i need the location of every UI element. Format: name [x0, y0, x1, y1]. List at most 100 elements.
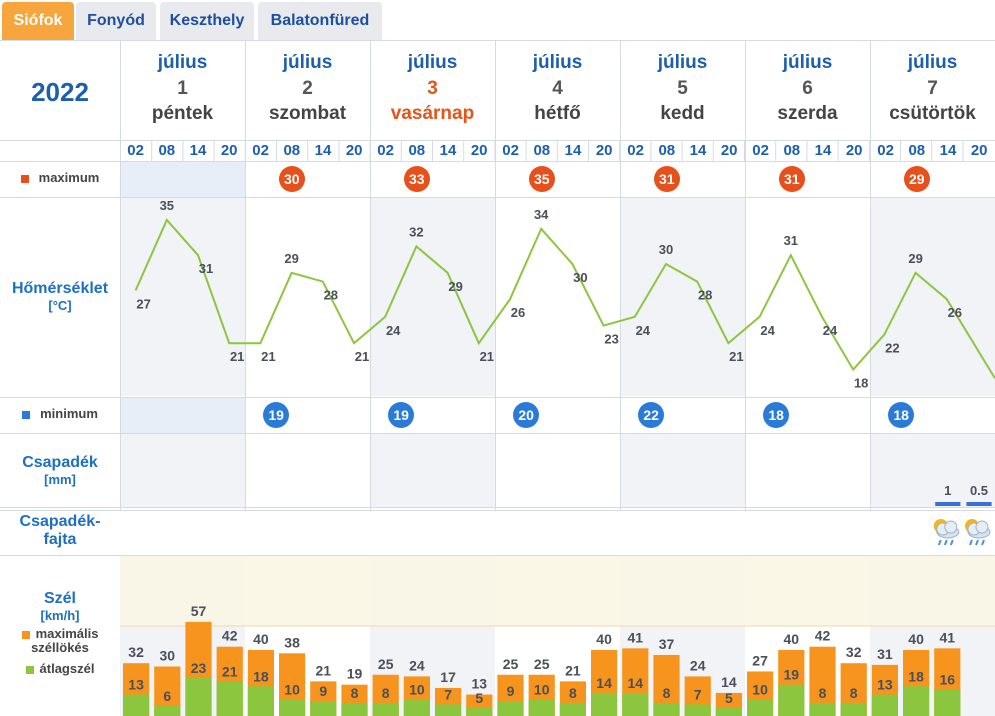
avg-wind-value: 10: [284, 682, 300, 698]
hour-label: 08: [908, 142, 926, 159]
hour-label: 08: [283, 142, 301, 159]
day-month: július: [532, 52, 583, 73]
tab-keszthely[interactable]: Keszthely: [160, 2, 254, 40]
day-weekday: péntek: [151, 103, 214, 124]
location-tabs: Siófok Fonyód Keszthely Balatonfüred: [0, 0, 995, 40]
day-weekday: kedd: [660, 103, 705, 124]
gust-value: 37: [659, 636, 675, 652]
avg-wind-bar: [871, 694, 898, 716]
temperature-value: 23: [604, 332, 618, 347]
gust-value: 17: [440, 669, 456, 685]
hour-label: 14: [314, 142, 332, 159]
day-shade: [870, 198, 995, 396]
wind-unit: [km/h]: [40, 608, 80, 623]
tab-balatonfüred[interactable]: Balatonfüred: [258, 2, 382, 40]
hour-label: 20: [970, 142, 988, 159]
hour-label: 14: [689, 142, 707, 159]
gust-value: 42: [815, 628, 831, 644]
precip-type-line2: fajta: [43, 531, 77, 548]
avg-legend: átlagszél: [0, 661, 120, 676]
tab-fonyód[interactable]: Fonyód: [76, 2, 156, 40]
gust-value: 24: [690, 657, 706, 673]
avg-wind-bar: [528, 699, 555, 716]
gust-value: 32: [846, 644, 862, 660]
hour-label: 20: [220, 142, 238, 159]
avg-wind-value: 10: [409, 682, 425, 698]
day-month: július: [657, 52, 708, 73]
temperature-title: Hőmérséklet: [11, 280, 109, 297]
hour-label: 02: [377, 142, 394, 159]
hour-label: 14: [439, 142, 457, 159]
hour-label: 20: [470, 142, 488, 159]
gust-value: 13: [472, 676, 488, 692]
hour-label: 14: [814, 142, 832, 159]
day-number: 1: [177, 78, 188, 99]
day-shade: [120, 198, 245, 396]
gust-value: 24: [409, 657, 425, 673]
gust-value: 31: [877, 646, 893, 662]
avg-wind-value: 14: [628, 675, 644, 691]
day-number: 6: [802, 78, 813, 99]
avg-wind-value: 16: [940, 672, 956, 688]
sun-cloud-rain-icon: [933, 519, 960, 546]
avg-wind-value: 8: [663, 685, 671, 701]
avg-wind-value: 19: [784, 667, 800, 683]
forecast-table: 2022 július 1 péntek július 2 szombat július 3 v…: [0, 40, 995, 716]
temperature-value: 18: [854, 376, 868, 391]
day-month: július: [157, 52, 208, 73]
avg-wind-bar: [684, 704, 711, 716]
avg-wind-bar: [435, 704, 462, 716]
tab-siófok[interactable]: Siófok: [2, 2, 74, 40]
hour-label: 02: [502, 142, 519, 159]
temperature-value: 29: [284, 251, 298, 266]
hour-label: 08: [408, 142, 426, 159]
avg-wind-value: 6: [163, 688, 171, 704]
min-first-shade: [120, 398, 245, 433]
avg-wind-bar: [247, 686, 274, 716]
avg-legend-square: [25, 665, 34, 674]
day-weekday: szombat: [268, 103, 347, 124]
temperature-value: 26: [511, 305, 525, 320]
avg-wind-bar: [466, 707, 493, 716]
temperature-value: 26: [948, 305, 962, 320]
temperature-value: 29: [908, 251, 922, 266]
sun-cloud-rain-icon: [965, 519, 991, 546]
gust-value: 42: [222, 628, 238, 644]
temperature-value: 21: [230, 349, 244, 364]
gust-value: 19: [347, 666, 363, 682]
max-temp-badge: 33: [403, 166, 430, 192]
temperature-value: 32: [409, 224, 423, 239]
hour-label: 08: [658, 142, 676, 159]
gust-legend-line2: széllökés: [31, 640, 89, 655]
avg-wind-bar: [840, 702, 867, 716]
day-weekday: csütörtök: [889, 103, 976, 124]
temperature-value: 24: [386, 323, 401, 338]
hour-label: 14: [939, 142, 957, 159]
max-legend-square: [20, 174, 29, 183]
temperature-value: 21: [729, 349, 743, 364]
temperature-value: 30: [573, 270, 587, 285]
minimum-label: minimum: [0, 406, 120, 421]
min-temp-badge: 19: [263, 402, 290, 428]
gust-value: 30: [160, 648, 176, 664]
gust-value: 57: [191, 603, 207, 619]
avg-wind-value: 5: [475, 690, 483, 706]
gust-value: 40: [253, 631, 269, 647]
max-temp-badge: 30: [278, 166, 305, 192]
avg-wind-bar: [622, 692, 649, 716]
temperature-value: 24: [760, 323, 775, 338]
hour-label: 08: [533, 142, 551, 159]
temperature-value: 21: [355, 349, 369, 364]
day-header-2: július 2 szombat: [245, 40, 370, 140]
precip-type-line1: Csapadék-: [19, 513, 101, 530]
temperature-value: 31: [199, 261, 213, 276]
day-month: július: [782, 52, 833, 73]
avg-wind-bar: [903, 686, 930, 716]
gust-value: 40: [784, 631, 800, 647]
hour-label: 20: [595, 142, 613, 159]
temperature-value: 21: [261, 349, 275, 364]
day-number: 2: [302, 78, 313, 99]
avg-wind-bar: [747, 699, 774, 716]
max-temp-badge: 35: [528, 166, 555, 192]
avg-wind-bar: [154, 706, 181, 716]
